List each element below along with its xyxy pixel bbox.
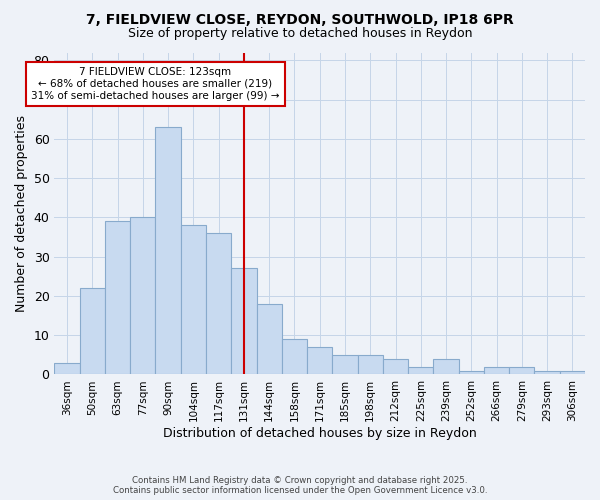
Bar bbox=[535, 370, 560, 374]
Text: Contains HM Land Registry data © Crown copyright and database right 2025.
Contai: Contains HM Land Registry data © Crown c… bbox=[113, 476, 487, 495]
Bar bbox=[130, 218, 155, 374]
Bar bbox=[358, 355, 383, 374]
Bar bbox=[433, 359, 458, 374]
Bar bbox=[383, 359, 408, 374]
Bar bbox=[231, 268, 257, 374]
Bar bbox=[408, 366, 433, 374]
Bar bbox=[484, 366, 509, 374]
Bar bbox=[105, 222, 130, 374]
Bar bbox=[80, 288, 105, 374]
Bar bbox=[509, 366, 535, 374]
Bar bbox=[206, 233, 231, 374]
Bar bbox=[307, 347, 332, 374]
Y-axis label: Number of detached properties: Number of detached properties bbox=[15, 115, 28, 312]
Text: 7, FIELDVIEW CLOSE, REYDON, SOUTHWOLD, IP18 6PR: 7, FIELDVIEW CLOSE, REYDON, SOUTHWOLD, I… bbox=[86, 12, 514, 26]
Bar bbox=[155, 127, 181, 374]
Bar bbox=[458, 370, 484, 374]
Bar bbox=[282, 339, 307, 374]
Bar bbox=[257, 304, 282, 374]
Text: 7 FIELDVIEW CLOSE: 123sqm
← 68% of detached houses are smaller (219)
31% of semi: 7 FIELDVIEW CLOSE: 123sqm ← 68% of detac… bbox=[31, 68, 280, 100]
Bar bbox=[55, 362, 80, 374]
Bar bbox=[332, 355, 358, 374]
X-axis label: Distribution of detached houses by size in Reydon: Distribution of detached houses by size … bbox=[163, 427, 476, 440]
Bar bbox=[560, 370, 585, 374]
Bar bbox=[181, 226, 206, 374]
Text: Size of property relative to detached houses in Reydon: Size of property relative to detached ho… bbox=[128, 28, 472, 40]
